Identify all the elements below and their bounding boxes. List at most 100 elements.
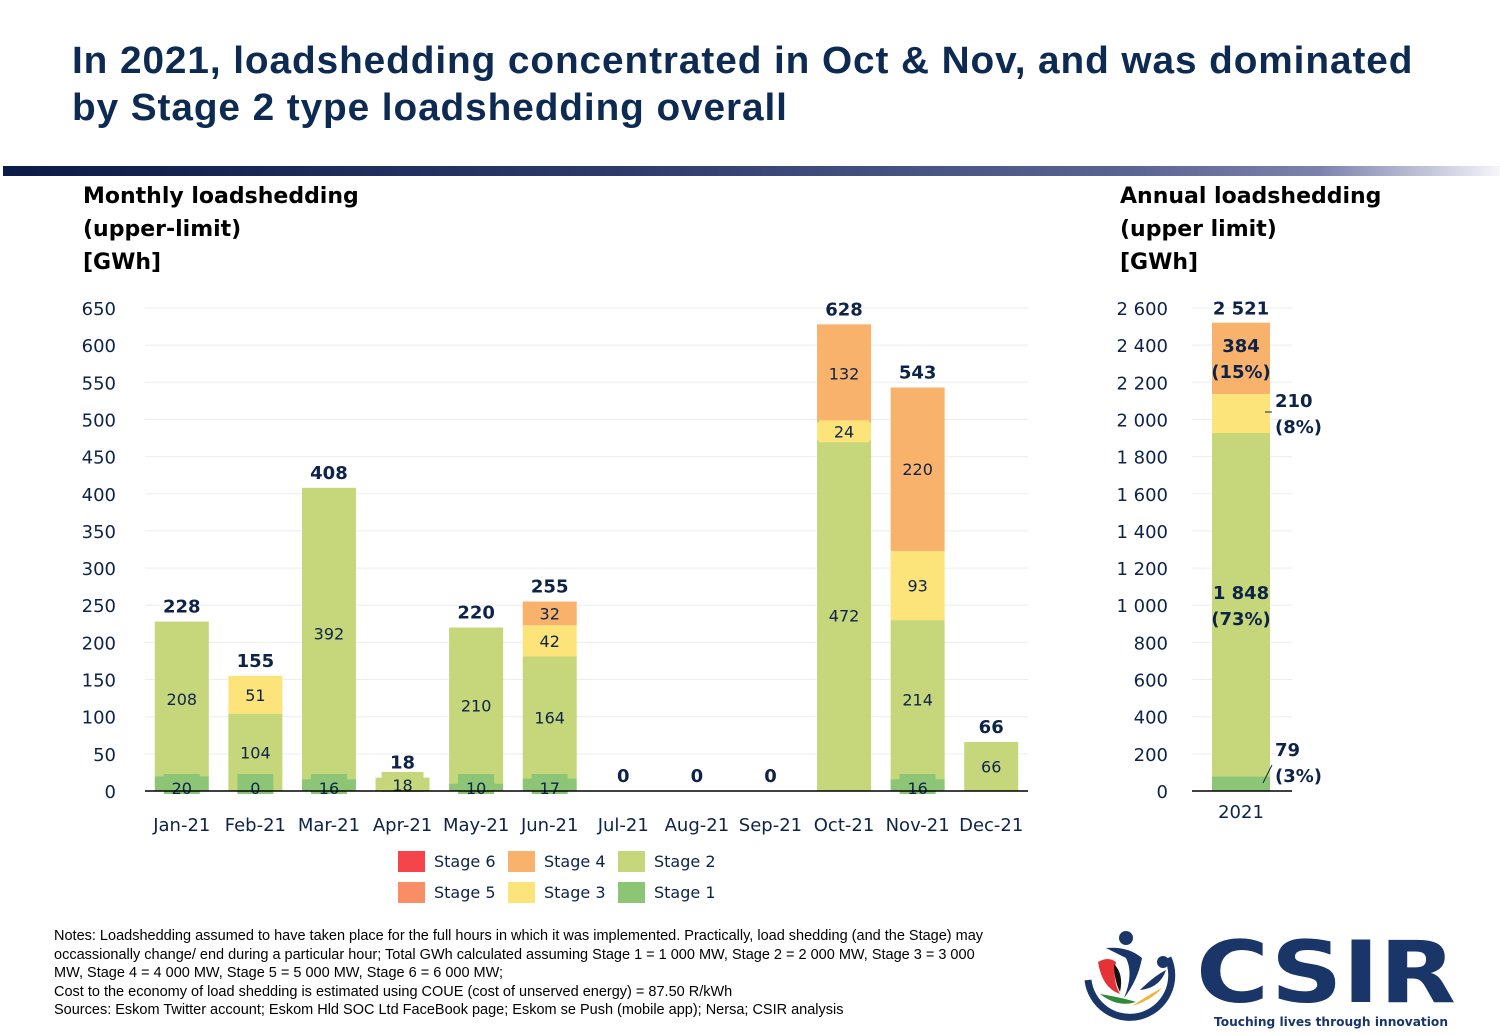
bar-total-label: 2 521 — [1213, 299, 1269, 320]
monthly-chart-title: Monthly loadshedding (upper-limit) [GWh] — [83, 180, 359, 279]
bar-segment-label: 32 — [540, 604, 560, 623]
page-title: In 2021, loadshedding concentrated in Oc… — [72, 40, 1414, 129]
bar-segment-label: 93 — [907, 577, 927, 596]
footnotes: Notes: Loadshedding assumed to have take… — [54, 927, 1074, 1020]
y-tick-label: 1 200 — [1116, 559, 1168, 580]
annual-title-line: Annual loadshedding — [1120, 184, 1382, 209]
legend-swatch — [398, 851, 425, 872]
bar-segment-stage-1 — [890, 779, 945, 791]
annual-title-line: (upper limit) — [1120, 217, 1277, 242]
monthly-title-line: (upper-limit) — [83, 217, 242, 242]
bar-segment-stage-3 — [890, 550, 945, 621]
y-tick-label: 1 000 — [1116, 596, 1168, 617]
annual-segment-label: 1 848 — [1213, 583, 1269, 604]
csir-tagline: Touching lives through innovation — [1214, 1015, 1448, 1029]
y-tick-label: 100 — [82, 708, 116, 729]
y-tick-label: 600 — [1134, 671, 1168, 692]
bar-segment-stage-1 — [1212, 776, 1270, 791]
bar-segment-label: 51 — [245, 686, 265, 705]
legend-label: Stage 6 — [434, 852, 496, 871]
note-line: MW, Stage 4 = 4 000 MW, Stage 5 = 5 000 … — [54, 965, 504, 982]
annual-segment-pct: (15%) — [1211, 362, 1271, 383]
monthly-title-line: Monthly loadshedding — [83, 184, 359, 209]
legend-item: Stage 2 — [618, 851, 728, 872]
bar-segment-stage-2 — [375, 777, 430, 791]
annual-chart-title: Annual loadshedding (upper limit) [GWh] — [1120, 180, 1381, 279]
bar-segment-stage-4 — [817, 324, 872, 423]
bar-total-label: 228 — [163, 597, 201, 618]
bar-segment-stage-4 — [522, 601, 577, 626]
y-tick-label: 200 — [1134, 745, 1168, 766]
bar-total-label: 220 — [457, 603, 495, 624]
stage1-label-box — [237, 774, 274, 794]
y-tick-label: 150 — [82, 671, 116, 692]
bar-segment-label: 18 — [392, 776, 412, 795]
x-tick-label: Nov-21 — [886, 815, 950, 836]
legend-swatch — [398, 882, 425, 903]
bar-total-label: 18 — [390, 753, 415, 774]
bar-segment-label: 104 — [240, 743, 271, 762]
stage1-label-box — [310, 774, 347, 794]
legend-label: Stage 5 — [434, 883, 496, 902]
x-tick-label: Sep-21 — [739, 815, 802, 836]
note-line: Notes: Loadshedding assumed to have take… — [54, 928, 984, 944]
x-tick-label: May-21 — [443, 815, 509, 836]
bar-segment-stage-4 — [890, 387, 945, 551]
bar-segment-label: 42 — [540, 632, 560, 651]
stage3-label-box — [819, 420, 870, 443]
annual-title-line: [GWh] — [1120, 250, 1199, 275]
x-tick-label: Jun-21 — [520, 815, 579, 836]
x-tick-label: Feb-21 — [225, 815, 286, 836]
x-tick-label: Oct-21 — [814, 815, 875, 836]
x-tick-label: Jul-21 — [597, 815, 649, 836]
stage2-label-box — [381, 772, 424, 792]
y-tick-label: 550 — [82, 373, 116, 394]
y-tick-label: 2 400 — [1116, 336, 1168, 357]
legend: Stage 6 Stage 4 Stage 2 Stage 5 Stage 3 … — [398, 851, 728, 903]
legend-item: Stage 4 — [508, 851, 618, 872]
y-tick-label: 2 600 — [1116, 299, 1168, 320]
bar-segment-label: 0 — [250, 779, 260, 798]
note-line: occassionally change/ end during a parti… — [54, 946, 975, 963]
y-tick-label: 200 — [82, 633, 116, 654]
bar-segment-label: 24 — [834, 422, 854, 441]
x-tick-label: Jan-21 — [152, 815, 210, 836]
bar-segment-label: 164 — [534, 708, 565, 727]
bar-segment-label: 10 — [466, 779, 486, 798]
bar-segment-stage-1 — [301, 779, 356, 791]
bar-segment-stage-3 — [817, 422, 872, 441]
stage1-label-box — [163, 774, 200, 794]
leader-line — [1262, 764, 1273, 784]
bar-total-label: 0 — [691, 766, 704, 787]
csir-wordmark: CSIR — [1196, 923, 1456, 1023]
bar-total-label: 66 — [979, 717, 1004, 738]
x-tick-label: 2021 — [1218, 802, 1264, 823]
bar-segment-stage-2 — [890, 620, 945, 780]
bar-segment-label: 208 — [167, 690, 198, 709]
bar-total-label: 543 — [899, 363, 937, 384]
y-tick-label: 250 — [82, 596, 116, 617]
annual-segment-pct: (8%) — [1275, 417, 1322, 438]
bar-segment-stage-2 — [964, 741, 1019, 791]
bar-segment-label: 214 — [902, 691, 933, 710]
legend-label: Stage 1 — [654, 883, 716, 902]
annual-segment-label: 210 — [1275, 391, 1313, 412]
bar-segment-stage-2 — [522, 656, 577, 779]
legend-swatch — [618, 882, 645, 903]
bar-total-label: 628 — [825, 299, 863, 320]
y-tick-label: 1 800 — [1116, 448, 1168, 469]
x-tick-label: Mar-21 — [298, 815, 360, 836]
y-tick-label: 0 — [105, 782, 116, 803]
stage1-label-box — [531, 774, 568, 794]
legend-swatch — [508, 882, 535, 903]
bar-segment-stage-2 — [228, 713, 283, 791]
y-tick-label: 1 600 — [1116, 485, 1168, 506]
bar-segment-stage-2 — [154, 621, 209, 777]
y-tick-label: 50 — [93, 745, 116, 766]
y-tick-label: 800 — [1134, 633, 1168, 654]
bar-segment-stage-2 — [817, 440, 872, 791]
bar-segment-stage-3 — [1212, 394, 1270, 434]
bar-total-label: 0 — [617, 766, 630, 787]
bar-segment-stage-3 — [522, 625, 577, 657]
y-tick-label: 450 — [82, 448, 116, 469]
